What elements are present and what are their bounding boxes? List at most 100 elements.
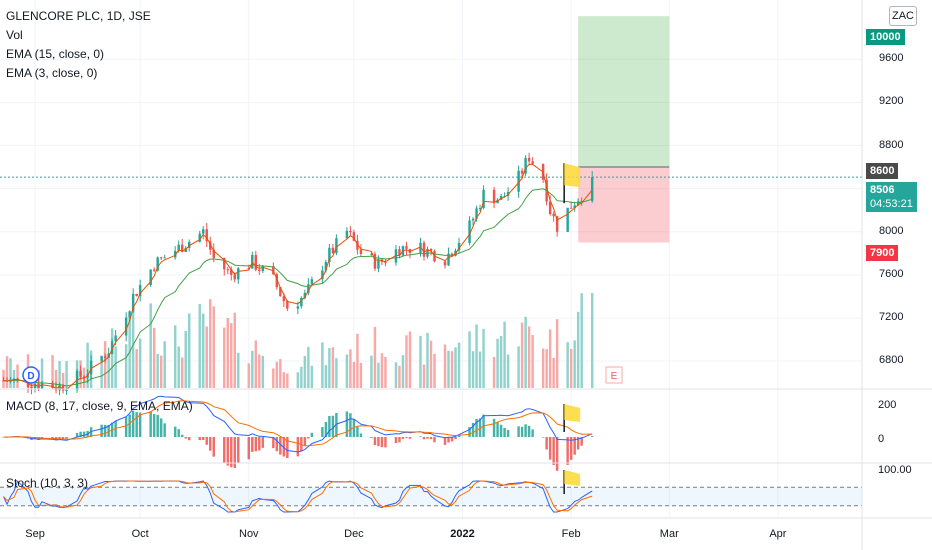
candle-body [352, 232, 356, 241]
macd-histogram-bar [33, 437, 37, 440]
time-tick: Sep [25, 528, 45, 540]
macd-histogram-bar [135, 412, 138, 437]
macd-histogram-bar [527, 425, 531, 437]
volume-bar [205, 326, 208, 388]
indicator-ema-15[interactable]: EMA (15, close, 0) [6, 47, 105, 61]
chart-grid [0, 0, 862, 518]
volume-bar [202, 313, 205, 388]
price-tick: 9600 [879, 52, 904, 65]
candle-body [173, 250, 177, 258]
candle-body [520, 170, 524, 174]
candle-body [230, 269, 233, 275]
candle-body [110, 341, 114, 354]
candle-body [405, 246, 408, 249]
candle-body [429, 248, 433, 252]
macd-histogram-bar [261, 437, 265, 448]
candle-body [373, 253, 377, 269]
macd-histogram-bar [128, 414, 131, 437]
volume-bar [198, 304, 201, 388]
macd-line [3, 395, 593, 453]
macd-histogram-bar [569, 437, 573, 460]
macd-histogram-bar [212, 437, 215, 457]
macd-histogram-bar [173, 426, 177, 437]
volume-bar [254, 340, 258, 388]
volume-bar [503, 321, 506, 388]
macd-histogram-bar [380, 437, 384, 448]
candle-body [51, 383, 54, 388]
macd-histogram-bar [552, 437, 555, 465]
volume-bar [447, 350, 450, 388]
macd-label[interactable]: MACD (8, 17, close, 9, EMA, EMA) [6, 399, 193, 413]
candle-body [205, 229, 208, 242]
candle-body [499, 195, 503, 200]
volume-bar [345, 354, 349, 388]
volume-bar [482, 328, 485, 388]
macd-histogram-bar [258, 437, 261, 451]
candle-body [177, 244, 180, 251]
flag-icon [564, 404, 581, 422]
macd-histogram-bar [37, 437, 40, 441]
stoch-label[interactable]: Stoch (10, 3, 3) [6, 476, 89, 490]
macd-histogram-bar [324, 421, 328, 437]
macd-histogram-bar [131, 410, 135, 437]
macd-histogram-bar [426, 437, 429, 439]
candle-body [349, 230, 352, 233]
volume-bar [51, 355, 54, 388]
candle-body [223, 257, 226, 270]
volume-bar [450, 351, 454, 388]
macd-histogram-bar [184, 437, 187, 439]
indicator-vol[interactable]: Vol [6, 28, 23, 42]
candle-body [492, 189, 496, 204]
macd-histogram-bar [531, 429, 534, 437]
candle-body [100, 356, 103, 361]
volume-bar [86, 342, 89, 388]
macd-histogram-bar [457, 435, 461, 437]
candle-body [180, 244, 184, 252]
volume-bar [187, 313, 191, 388]
candle-body [152, 269, 156, 271]
macd-histogram-bar [58, 437, 61, 439]
macd-histogram-bar [496, 422, 499, 437]
volume-bar [279, 359, 282, 388]
macd-histogram-bar [65, 437, 68, 439]
candle-body [468, 220, 471, 244]
volume-bar [173, 325, 177, 388]
volume-bar [212, 306, 215, 388]
macd-histogram-bar [205, 437, 208, 445]
macd-histogram-bar [517, 426, 520, 437]
volume-bar [545, 349, 548, 388]
candle-body [33, 383, 37, 389]
macd-histogram-bar [331, 415, 335, 437]
volume-bar [569, 349, 573, 388]
long-position-tool[interactable] [578, 16, 670, 243]
candle-body [310, 279, 314, 285]
volume-bar [590, 293, 594, 388]
flag-icon [564, 163, 581, 188]
volume-bar [247, 363, 251, 388]
candle-body [356, 240, 359, 250]
volume-bar [405, 335, 408, 388]
time-tick: Dec [344, 528, 364, 540]
volume-bar [454, 347, 457, 388]
volume-bar [321, 342, 324, 388]
volume-bar [478, 351, 482, 388]
volume-bar [380, 353, 384, 388]
macd-histogram-bar [251, 437, 254, 452]
candle-body [131, 293, 135, 312]
stoch-pane [0, 480, 862, 513]
volume-bar [520, 322, 524, 388]
symbol-title[interactable]: GLENCORE PLC, 1D, JSE [6, 9, 151, 23]
candle-body [307, 284, 310, 293]
volume-bars [2, 293, 594, 388]
volume-bar [517, 346, 520, 388]
time-tick: Apr [769, 528, 787, 540]
indicator-ema-3[interactable]: EMA (3, close, 0) [6, 66, 98, 80]
currency-button[interactable]: ZAC [889, 6, 917, 26]
candle-body [471, 218, 475, 221]
macd-histogram-bar [159, 418, 163, 437]
volume-bar [163, 341, 166, 388]
candle-body [89, 360, 93, 375]
volume-bar [573, 340, 576, 388]
